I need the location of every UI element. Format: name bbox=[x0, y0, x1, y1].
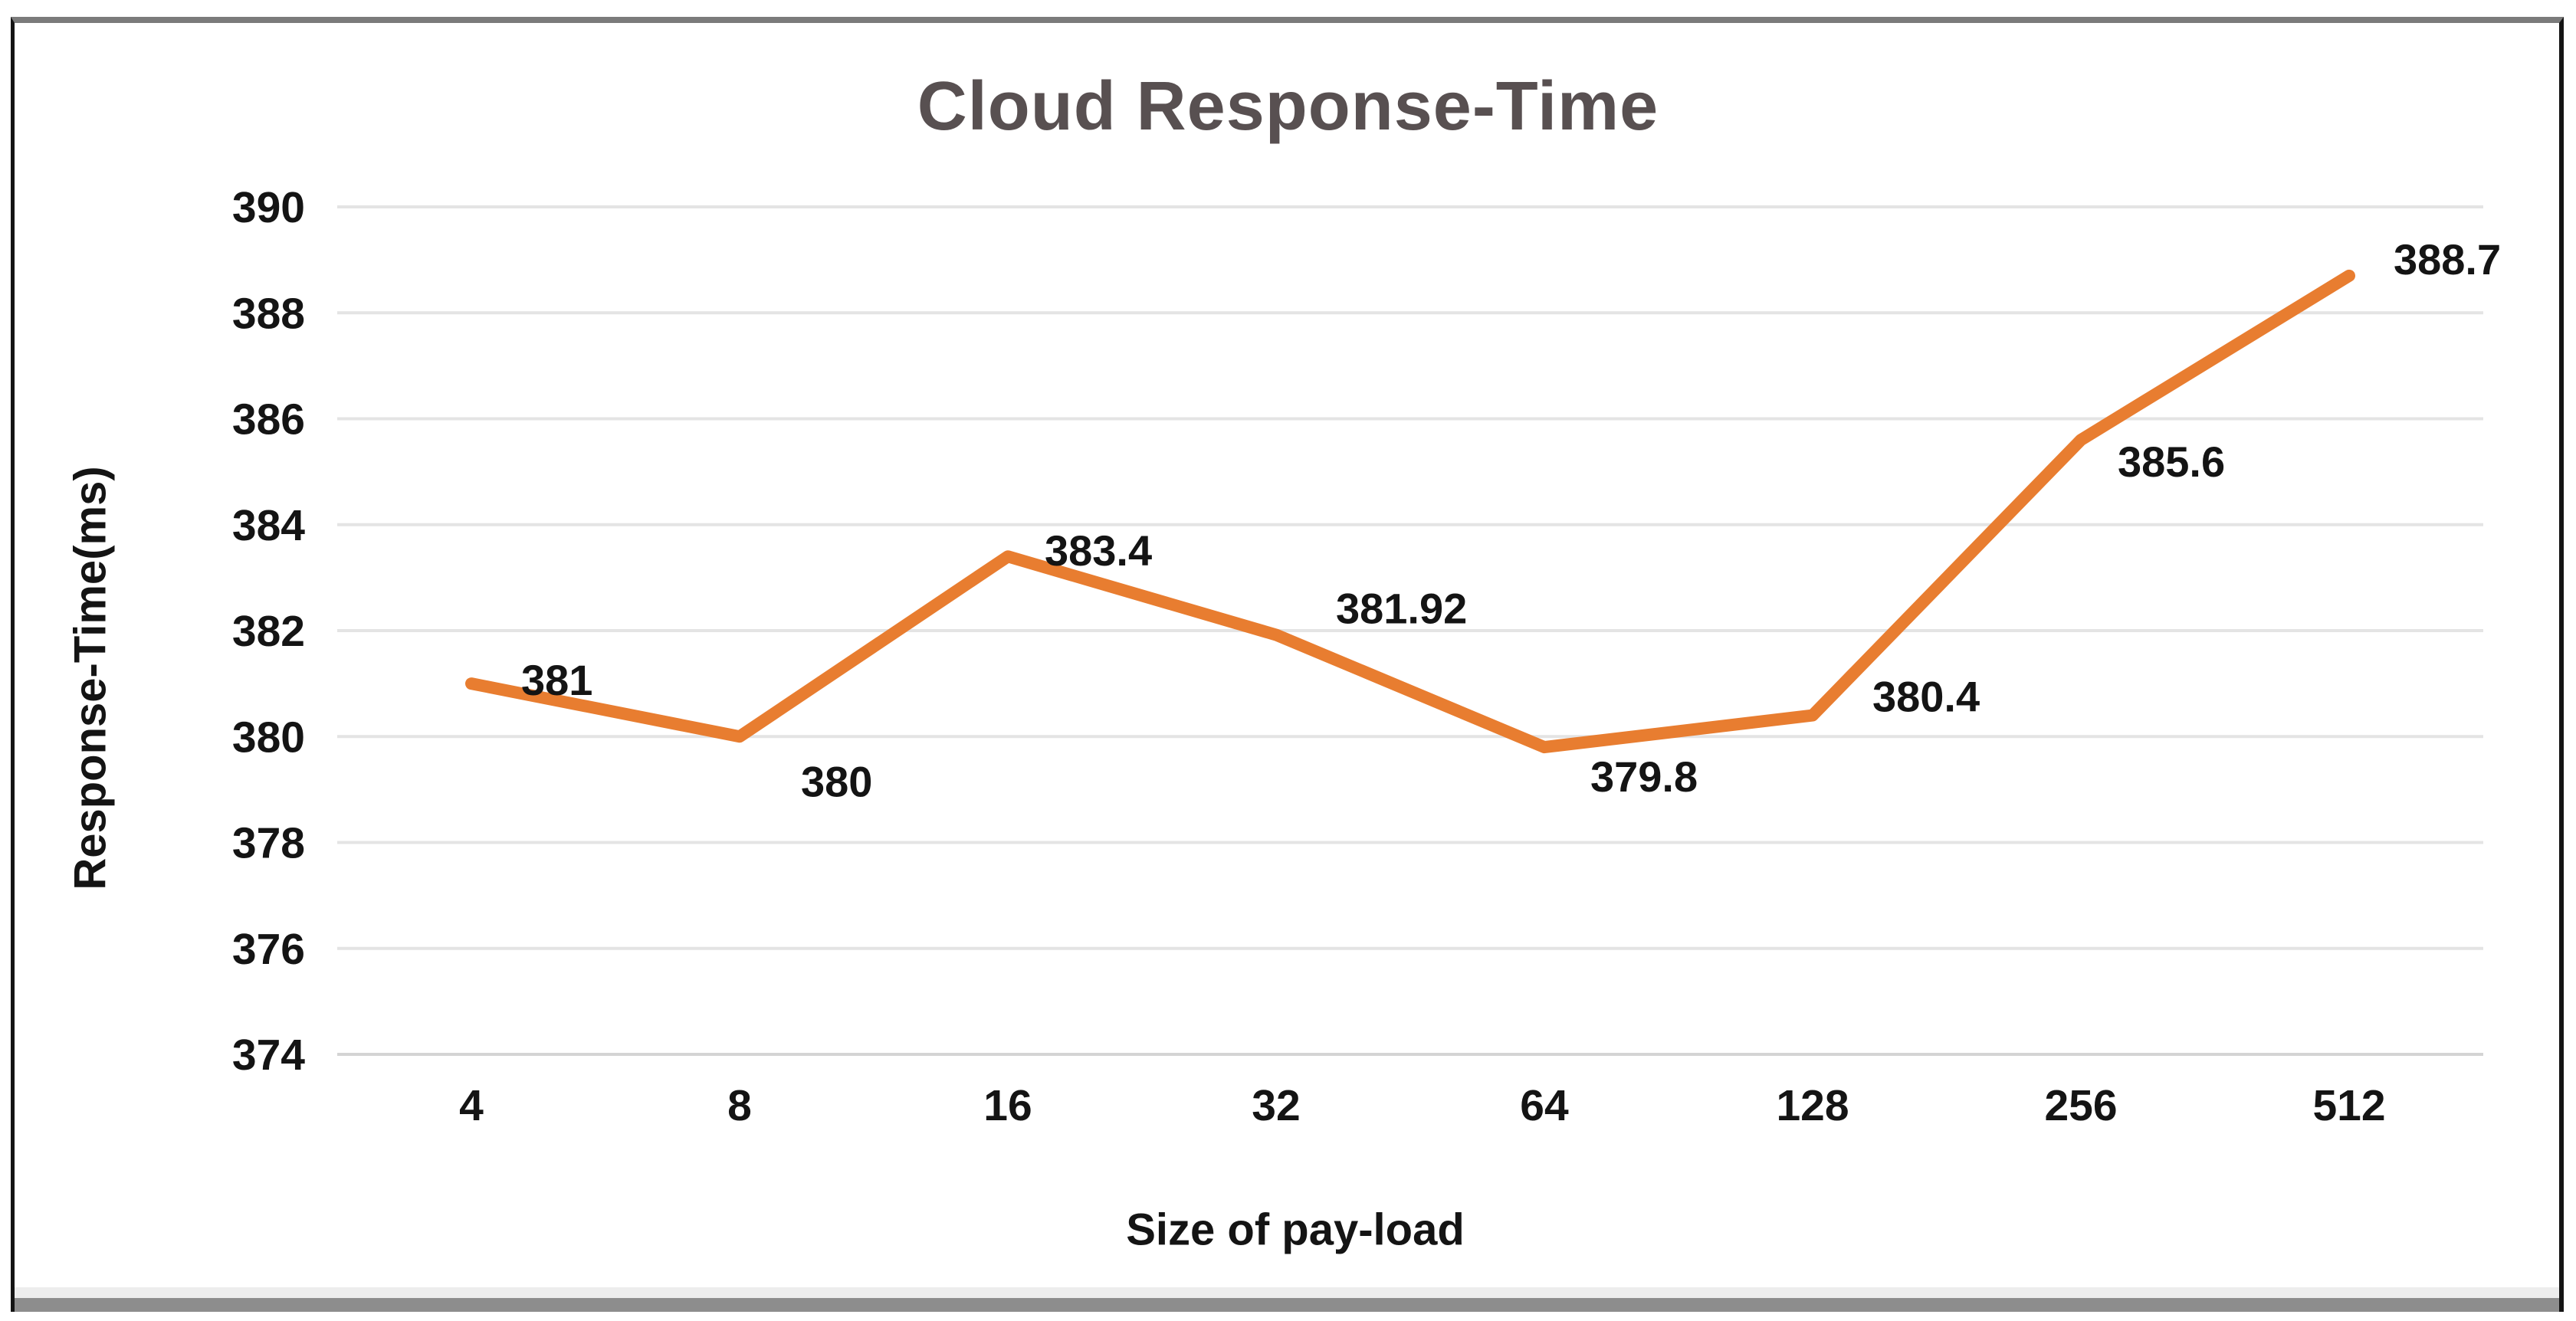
data-label: 385.6 bbox=[2118, 438, 2225, 486]
x-tick-label: 8 bbox=[727, 1081, 752, 1130]
y-tick-label: 386 bbox=[232, 395, 305, 444]
frame-bottom-shadow bbox=[15, 1287, 2559, 1298]
y-tick-label: 380 bbox=[232, 713, 305, 762]
y-tick-label: 384 bbox=[232, 501, 305, 550]
y-tick-label: 382 bbox=[232, 607, 305, 656]
data-label: 380.4 bbox=[1872, 673, 1980, 721]
data-label: 380 bbox=[801, 757, 872, 805]
y-tick-label: 376 bbox=[232, 925, 305, 974]
y-tick-label: 378 bbox=[232, 819, 305, 868]
data-label: 388.7 bbox=[2394, 235, 2501, 284]
frame-bottom-bar bbox=[15, 1298, 2559, 1312]
x-tick-label: 4 bbox=[459, 1081, 484, 1130]
x-tick-label: 256 bbox=[2044, 1081, 2117, 1130]
x-tick-label: 64 bbox=[1520, 1081, 1569, 1130]
data-label: 379.8 bbox=[1590, 752, 1698, 801]
data-label: 383.4 bbox=[1045, 526, 1152, 575]
x-tick-label: 512 bbox=[2312, 1081, 2385, 1130]
x-tick-label: 32 bbox=[1252, 1081, 1300, 1130]
x-axis-title: Size of pay-load bbox=[1126, 1205, 1465, 1255]
y-tick-label: 374 bbox=[232, 1031, 305, 1080]
data-label: 381 bbox=[521, 656, 592, 704]
x-tick-label: 128 bbox=[1776, 1081, 1849, 1130]
data-label: 381.92 bbox=[1336, 585, 1467, 633]
y-tick-label: 388 bbox=[232, 289, 305, 338]
y-tick-label: 390 bbox=[232, 183, 305, 232]
x-tick-label: 16 bbox=[983, 1081, 1032, 1130]
series-line bbox=[465, 269, 2355, 754]
chart-title: Cloud Response-Time bbox=[917, 68, 1659, 145]
chart-frame bbox=[11, 17, 2564, 1312]
